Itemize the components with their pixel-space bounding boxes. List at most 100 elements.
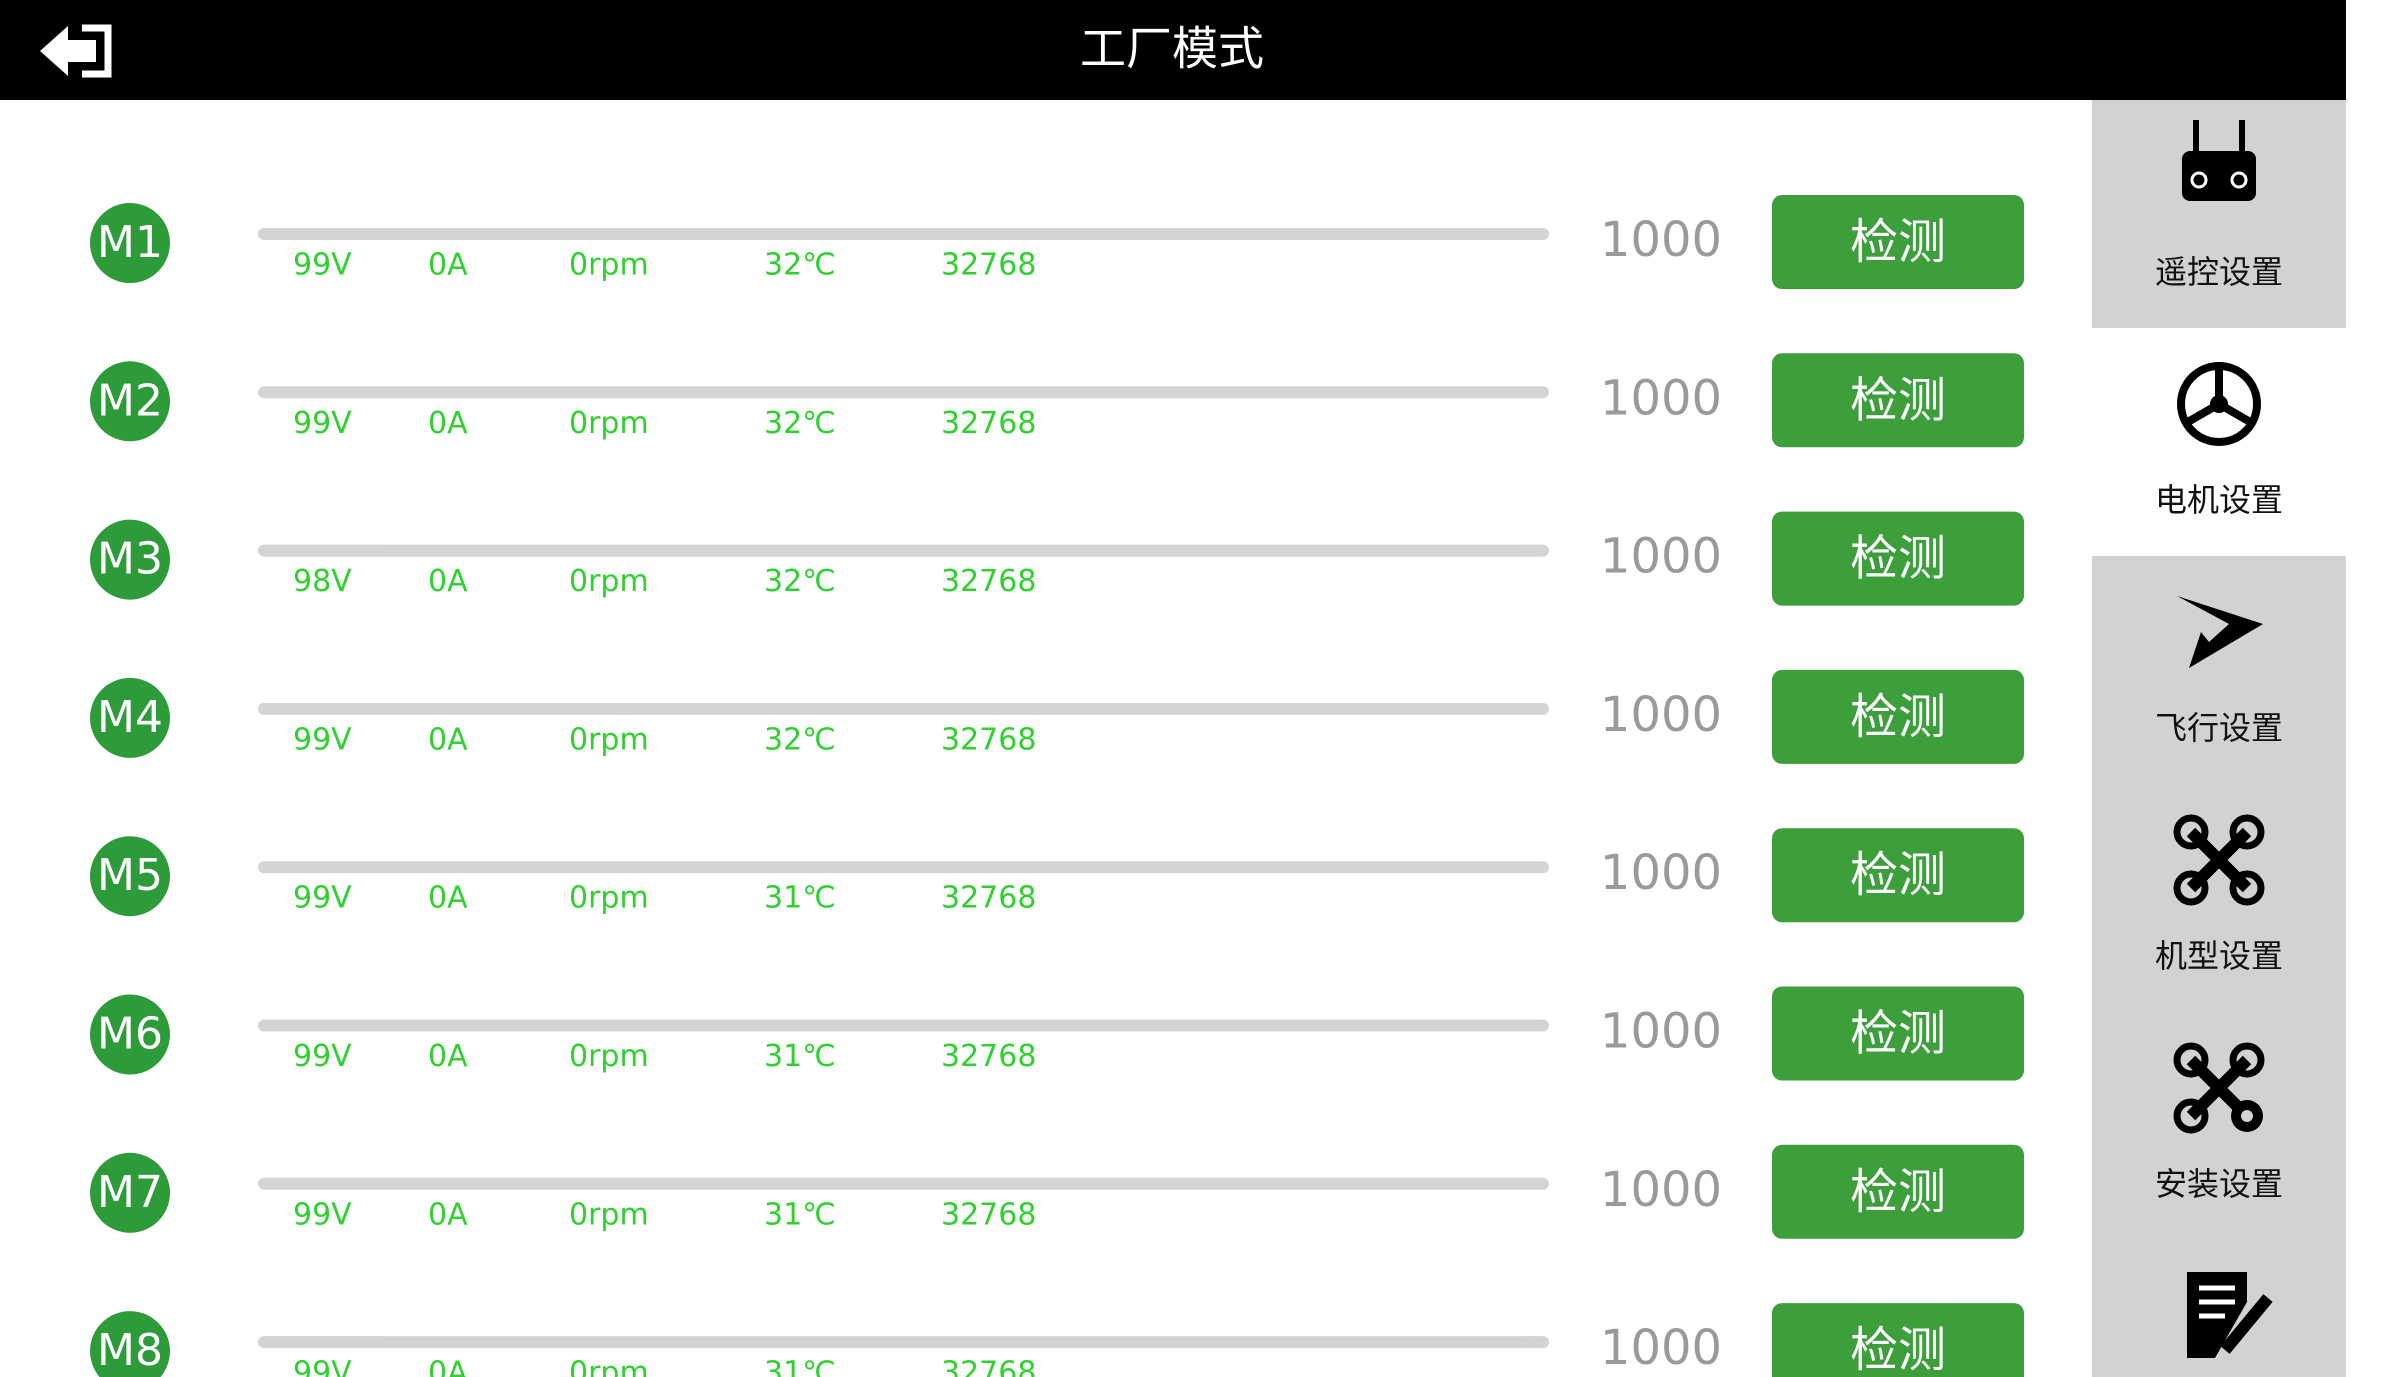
motor-code: 32768: [941, 248, 1036, 283]
motor-badge: [90, 361, 170, 442]
motor-badge: [90, 677, 170, 758]
sidebar-item[interactable]: 遥控设置: [2155, 120, 2283, 291]
slider-track[interactable]: [258, 228, 1549, 240]
button-bg: [1772, 353, 2024, 448]
motor-temperature: 32℃: [764, 406, 836, 441]
button-label: 检测: [1850, 847, 1946, 903]
sidebar-item[interactable]: 机型设置: [2155, 814, 2283, 975]
icon-shape: [2173, 870, 2209, 906]
slider-track[interactable]: [258, 544, 1549, 557]
motor-row: M3 98V 0A 0rpm 32℃ 32768 1000 检测: [90, 511, 2024, 606]
check-button[interactable]: 检测: [1772, 828, 2024, 923]
sidebar-item[interactable]: [2187, 1272, 2273, 1358]
motor-code: 32768: [941, 1197, 1036, 1232]
sidebar-item[interactable]: 电机设置: [2155, 362, 2283, 519]
motor-value: 1000: [1600, 687, 1722, 743]
motor-current: 0A: [428, 722, 468, 757]
icon-shape: [2173, 814, 2209, 850]
motor-speed: 0rpm: [569, 564, 649, 599]
icon-shape: [2177, 596, 2263, 668]
motor-code: 32768: [941, 564, 1036, 599]
icon-shape: [2229, 870, 2265, 906]
check-button[interactable]: 检测: [1772, 1144, 2024, 1239]
motor-badge: [90, 1152, 170, 1233]
motor-code: 32768: [941, 881, 1036, 916]
button-label: 检测: [1850, 214, 1946, 270]
motor-current: 0A: [428, 1197, 468, 1232]
button-bg: [1772, 195, 2024, 289]
motor-badge: [90, 994, 170, 1075]
motor-label: M4: [97, 692, 163, 743]
check-button[interactable]: 检测: [1772, 353, 2024, 448]
slider-track[interactable]: [258, 702, 1549, 715]
sidebar-item[interactable]: 飞行设置: [2155, 596, 2283, 747]
motor-temperature: 32℃: [764, 722, 836, 757]
icon-shape: [2193, 120, 2199, 152]
motor-value: 1000: [1600, 370, 1722, 426]
sidebar-label: 安装设置: [2155, 1165, 2283, 1203]
motor-badge: [90, 519, 170, 600]
sidebar-label: 遥控设置: [2155, 253, 2283, 291]
motor-row: M5 99V 0A 0rpm 31℃ 32768 1000 检测: [90, 828, 2024, 923]
motor-current: 0A: [428, 248, 468, 283]
button-label: 检测: [1850, 1322, 1946, 1377]
slider-track[interactable]: [258, 1336, 1549, 1349]
motor-value: 1000: [1600, 212, 1722, 268]
motor-voltage: 99V: [293, 248, 352, 283]
motor-label: M1: [97, 217, 163, 268]
check-button[interactable]: 检测: [1772, 511, 2024, 606]
slider-track[interactable]: [258, 1177, 1549, 1190]
motor-current: 0A: [428, 881, 468, 916]
slider-track[interactable]: [258, 386, 1549, 399]
icon-shape: [2230, 171, 2248, 189]
button-bg: [1772, 1144, 2024, 1239]
motor-voltage: 99V: [293, 881, 352, 916]
check-button[interactable]: 检测: [1772, 1303, 2024, 1377]
check-button[interactable]: 检测: [1772, 986, 2024, 1081]
check-button[interactable]: 检测: [1772, 669, 2024, 764]
motor-current: 0A: [428, 564, 468, 599]
motor-label: M8: [97, 1325, 163, 1376]
motor-temperature: 32℃: [764, 248, 836, 283]
back-frame: [82, 24, 112, 78]
motor-speed: 0rpm: [569, 1039, 649, 1074]
icon-shape: [2220, 1294, 2273, 1354]
motor-current: 0A: [428, 1039, 468, 1074]
motor-value: 1000: [1600, 845, 1722, 901]
motor-label: M5: [97, 850, 163, 901]
slider-track[interactable]: [258, 1019, 1549, 1032]
icon-shape: [2190, 171, 2208, 189]
motor-speed: 0rpm: [569, 1197, 649, 1232]
motor-speed: 0rpm: [569, 722, 649, 757]
motor-code: 32768: [941, 406, 1036, 441]
motor-speed: 0rpm: [569, 1356, 649, 1377]
back-button[interactable]: [40, 24, 112, 78]
motor-code: 32768: [941, 1039, 1036, 1074]
motor-voltage: 99V: [293, 722, 352, 757]
button-bg: [1772, 511, 2024, 606]
icon-shape: [2229, 814, 2265, 850]
motor-voltage: 99V: [293, 406, 352, 441]
icon-shape: [2184, 402, 2218, 427]
button-bg: [1772, 828, 2024, 923]
motor-value: 1000: [1600, 1004, 1722, 1060]
icon-shape: [2199, 1285, 2235, 1319]
button-bg: [1772, 986, 2024, 1081]
motor-temperature: 31℃: [764, 1039, 836, 1074]
motor-voltage: 98V: [293, 564, 352, 599]
motor-badge: [90, 1311, 170, 1377]
slider-track[interactable]: [258, 861, 1549, 874]
motor-row: M8 99V 0A 0rpm 31℃ 32768 1000 检测: [90, 1303, 2024, 1377]
motor-row: M1 99V 0A 0rpm 32℃ 32768 1000 检测: [90, 195, 2024, 289]
motor-row: M7 99V 0A 0rpm 31℃ 32768 1000 检测: [90, 1144, 2024, 1239]
motor-value: 1000: [1600, 529, 1722, 585]
icon-shape: [2173, 1098, 2209, 1134]
sidebar-item[interactable]: 安装设置: [2155, 1042, 2283, 1203]
icon-shape: [2215, 366, 2223, 400]
button-label: 检测: [1850, 1006, 1946, 1062]
motor-label: M6: [97, 1009, 163, 1060]
check-button[interactable]: 检测: [1772, 195, 2024, 289]
motor-code: 32768: [941, 722, 1036, 757]
motor-label: M3: [97, 534, 163, 585]
